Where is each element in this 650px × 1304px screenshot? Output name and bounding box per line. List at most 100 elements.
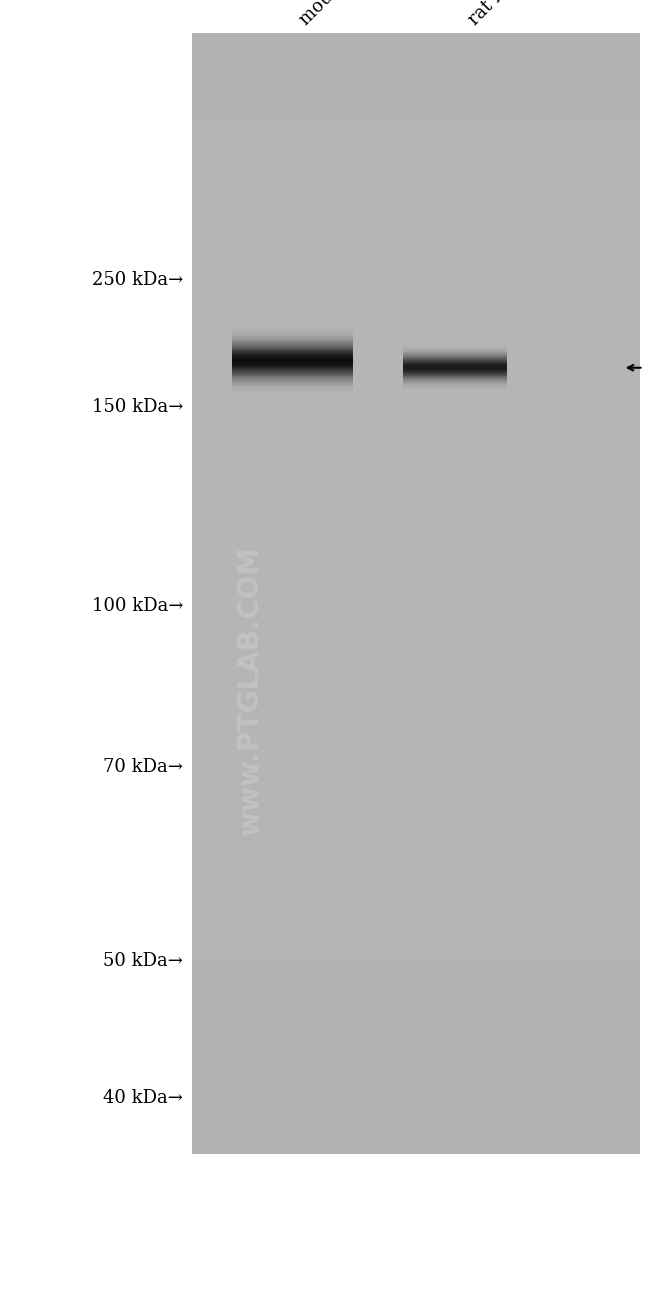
- Bar: [192, 1037, 640, 1042]
- Bar: [192, 459, 640, 464]
- Text: 40 kDa→: 40 kDa→: [103, 1089, 183, 1107]
- Bar: [192, 998, 640, 1003]
- Bar: [192, 106, 640, 111]
- Bar: [192, 991, 640, 998]
- Bar: [192, 986, 640, 991]
- Bar: [192, 605, 640, 610]
- Bar: [192, 655, 640, 661]
- Bar: [192, 206, 640, 213]
- Bar: [192, 442, 640, 447]
- Bar: [192, 189, 640, 196]
- Bar: [192, 1132, 640, 1137]
- Bar: [192, 213, 640, 218]
- Bar: [192, 588, 640, 593]
- Bar: [192, 818, 640, 823]
- Bar: [192, 408, 640, 413]
- Bar: [192, 1064, 640, 1069]
- Bar: [192, 223, 640, 230]
- Bar: [192, 661, 640, 666]
- Bar: [192, 318, 640, 325]
- Bar: [192, 1069, 640, 1076]
- Text: mouse brain: mouse brain: [296, 0, 389, 29]
- Bar: [192, 1015, 640, 1020]
- Bar: [192, 913, 640, 918]
- Bar: [192, 845, 640, 852]
- Bar: [192, 111, 640, 117]
- Bar: [192, 1081, 640, 1086]
- Bar: [192, 520, 640, 526]
- Bar: [192, 469, 640, 476]
- Bar: [192, 510, 640, 515]
- Bar: [192, 689, 640, 694]
- Bar: [192, 559, 640, 566]
- Bar: [192, 964, 640, 969]
- Text: 70 kDa→: 70 kDa→: [103, 758, 183, 776]
- Bar: [192, 789, 640, 795]
- Bar: [192, 806, 640, 812]
- Bar: [192, 974, 640, 981]
- Bar: [192, 1142, 640, 1149]
- Bar: [192, 184, 640, 189]
- Bar: [192, 286, 640, 291]
- Bar: [192, 885, 640, 891]
- Bar: [192, 1042, 640, 1047]
- Bar: [192, 156, 640, 162]
- Bar: [192, 123, 640, 128]
- Bar: [192, 739, 640, 745]
- Bar: [192, 425, 640, 430]
- Bar: [192, 925, 640, 930]
- Bar: [192, 582, 640, 588]
- Bar: [192, 957, 640, 964]
- Bar: [192, 162, 640, 167]
- Bar: [192, 908, 640, 913]
- Bar: [192, 969, 640, 974]
- Bar: [192, 381, 640, 386]
- Bar: [192, 357, 640, 364]
- Bar: [192, 705, 640, 711]
- Bar: [192, 369, 640, 374]
- Bar: [192, 638, 640, 644]
- Bar: [192, 711, 640, 717]
- Bar: [192, 44, 640, 50]
- Bar: [192, 335, 640, 342]
- Bar: [192, 279, 640, 286]
- Bar: [192, 308, 640, 313]
- Bar: [192, 274, 640, 279]
- Text: 250 kDa→: 250 kDa→: [92, 271, 183, 289]
- Bar: [192, 257, 640, 262]
- Bar: [192, 1103, 640, 1110]
- Bar: [192, 296, 640, 301]
- Bar: [192, 352, 640, 357]
- Text: 50 kDa→: 50 kDa→: [103, 952, 183, 970]
- Bar: [192, 1125, 640, 1132]
- Bar: [192, 201, 640, 206]
- Bar: [192, 100, 640, 106]
- Bar: [192, 396, 640, 403]
- Bar: [192, 481, 640, 486]
- Bar: [192, 952, 640, 957]
- Bar: [192, 117, 640, 123]
- Bar: [192, 498, 640, 503]
- Bar: [192, 1003, 640, 1008]
- Bar: [192, 879, 640, 885]
- Bar: [192, 493, 640, 498]
- Bar: [192, 733, 640, 739]
- Bar: [192, 622, 640, 627]
- Bar: [192, 1008, 640, 1015]
- Bar: [192, 94, 640, 100]
- Text: www.PTGLAB.COM: www.PTGLAB.COM: [236, 546, 265, 836]
- Bar: [192, 762, 640, 767]
- Bar: [192, 902, 640, 908]
- Bar: [192, 230, 640, 235]
- Bar: [192, 515, 640, 520]
- Bar: [192, 476, 640, 481]
- Bar: [192, 89, 640, 94]
- Bar: [192, 342, 640, 347]
- Bar: [192, 868, 640, 874]
- Bar: [192, 644, 640, 649]
- Bar: [192, 72, 640, 77]
- Bar: [192, 549, 640, 554]
- Bar: [192, 896, 640, 902]
- Bar: [192, 454, 640, 459]
- Bar: [192, 325, 640, 330]
